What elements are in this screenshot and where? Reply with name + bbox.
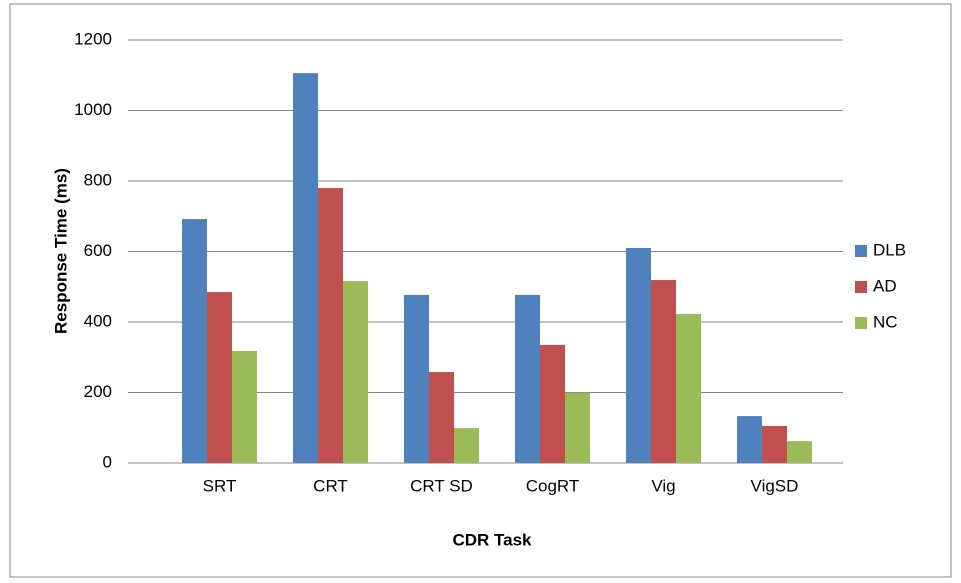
bar — [737, 416, 762, 463]
legend-label: DLB — [873, 240, 906, 259]
bar — [515, 294, 540, 463]
y-tick-label: 400 — [84, 311, 112, 330]
bar — [318, 188, 343, 464]
x-tick-label: CogRT — [526, 476, 580, 495]
legend-swatch — [855, 281, 867, 293]
bar — [293, 73, 318, 463]
x-axis-label: CDR Task — [452, 530, 532, 549]
y-tick-label: 200 — [84, 382, 112, 401]
x-tick-label: CRT — [313, 476, 348, 495]
bar — [404, 294, 429, 463]
bar — [626, 247, 651, 463]
y-axis-label: Response Time (ms) — [51, 168, 70, 334]
legend-label: NC — [873, 312, 898, 331]
bar — [651, 280, 676, 463]
y-tick-label: 600 — [84, 241, 112, 260]
bar — [565, 392, 590, 463]
bar — [207, 292, 232, 463]
x-tick-label: Vig — [651, 476, 675, 495]
bar — [182, 219, 207, 463]
x-tick-label: VigSD — [751, 476, 799, 495]
x-tick-label: SRT — [203, 476, 237, 495]
y-tick-label: 0 — [103, 452, 112, 471]
legend-swatch — [855, 245, 867, 257]
legend-label: AD — [873, 276, 897, 295]
y-tick-label: 1200 — [74, 29, 112, 48]
bar — [676, 313, 701, 463]
bar — [762, 425, 787, 463]
bar — [429, 372, 454, 463]
bar — [787, 441, 812, 463]
chart-frame — [9, 3, 952, 578]
legend-swatch — [855, 317, 867, 329]
bar — [454, 428, 479, 463]
bar — [343, 281, 368, 463]
bar — [540, 344, 565, 463]
y-tick-label: 800 — [84, 170, 112, 189]
x-tick-label: CRT SD — [410, 476, 473, 495]
y-tick-label: 1000 — [74, 100, 112, 119]
bar — [232, 350, 257, 463]
